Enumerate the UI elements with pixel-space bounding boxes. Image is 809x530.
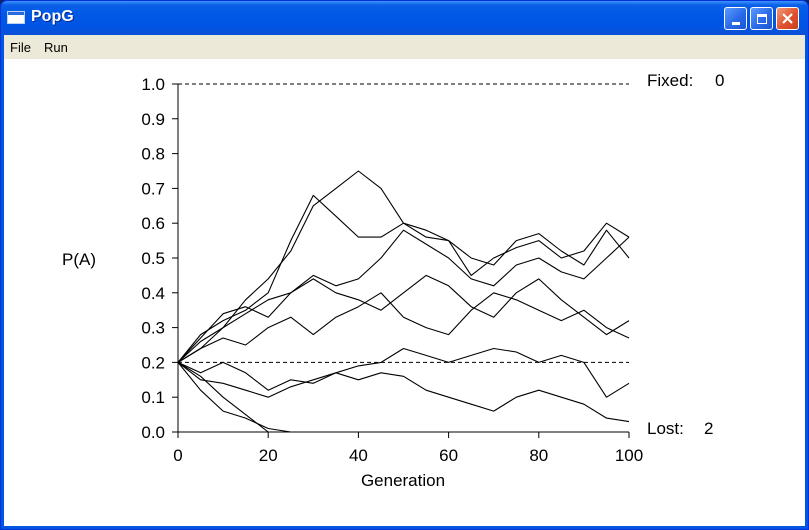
y-axis-label: P(A): [62, 250, 96, 269]
y-tick-label: 0.4: [141, 284, 165, 303]
y-tick-label: 0.8: [141, 145, 165, 164]
y-tick-label: 1.0: [141, 75, 165, 94]
window-app-icon[interactable]: [7, 11, 25, 24]
menu-run[interactable]: Run: [44, 40, 68, 55]
y-tick-label: 0.6: [141, 214, 165, 233]
y-tick-label: 0.7: [141, 179, 165, 198]
x-tick-label: 20: [259, 446, 278, 465]
y-tick-label: 0.3: [141, 319, 165, 338]
close-button[interactable]: [776, 7, 799, 30]
fixed-label: Fixed:: [647, 71, 693, 90]
y-tick-label: 0.5: [141, 249, 165, 268]
x-tick-label: 80: [529, 446, 548, 465]
fixed-count: 0: [715, 71, 724, 90]
plot-area: 0.0 0.1 0.2 0.3 0.4 0.5 0.6 0.7 0.8 0.9 1.0 0 20 40 6…: [4, 59, 805, 526]
x-tick-label: 60: [439, 446, 458, 465]
close-icon: [782, 13, 793, 24]
window-title: PopG: [31, 8, 74, 25]
frequency-chart: 0.00.10.20.30.40.50.60.70.80.91.0 0 20 40 6…: [62, 71, 724, 490]
y-tick-label: 0.0: [141, 423, 165, 442]
minimize-icon: [731, 21, 740, 25]
menu-bar: File Run: [4, 35, 805, 59]
lost-count: 2: [704, 419, 713, 438]
menu-file[interactable]: File: [10, 40, 31, 55]
maximize-icon: [756, 13, 767, 24]
population-line-5: [177, 292, 630, 363]
population-line-1: [177, 170, 630, 363]
x-tick-label: 0: [173, 446, 182, 465]
population-line-8: [177, 362, 291, 433]
lost-label: Lost:: [647, 419, 684, 438]
population-line-9: [177, 361, 269, 433]
population-line-7: [177, 361, 630, 423]
y-tick-label: 0.1: [141, 388, 165, 407]
x-tick-label: 40: [349, 446, 368, 465]
population-line-4: [177, 274, 630, 363]
population-line-6: [177, 347, 630, 398]
title-bar[interactable]: PopG: [1, 1, 808, 35]
population-line-3: [177, 229, 630, 363]
x-tick-label: 100: [615, 446, 643, 465]
x-axis-label: Generation: [361, 471, 445, 490]
maximize-button[interactable]: [750, 7, 773, 30]
y-tick-label: 0.2: [141, 353, 165, 372]
minimize-button[interactable]: [724, 7, 747, 30]
population-line-2: [177, 194, 630, 363]
y-tick-label: 0.9: [141, 110, 165, 129]
